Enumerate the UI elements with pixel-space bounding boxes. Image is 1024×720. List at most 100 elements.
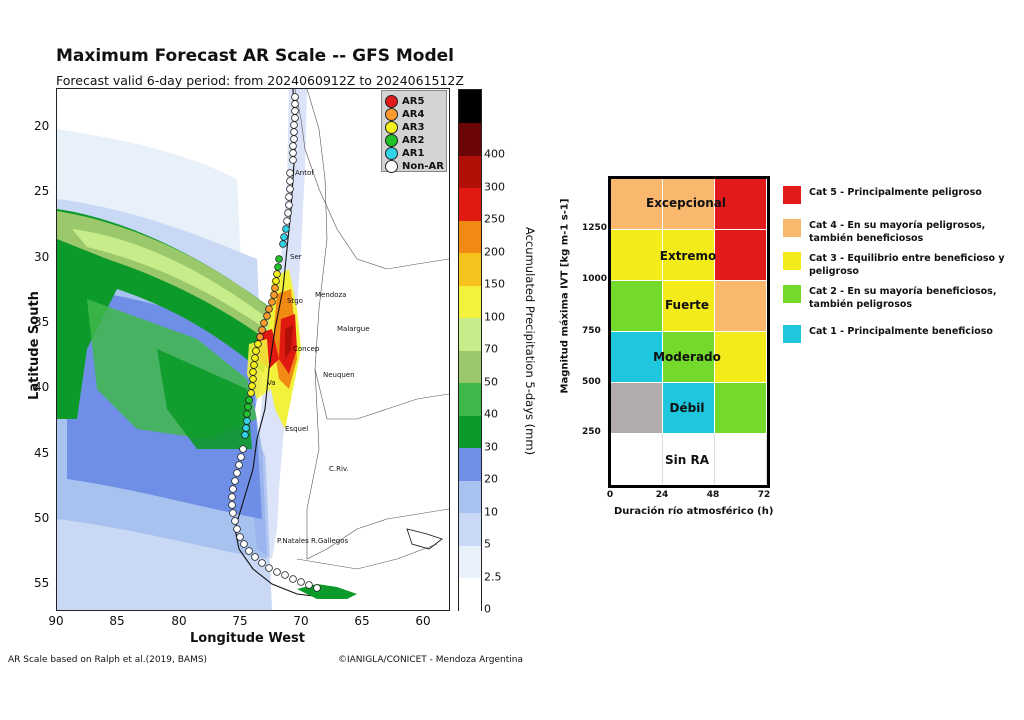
colorbar-tick-label: 70 [484, 342, 498, 356]
ar-track-point [250, 361, 258, 369]
ar-risk-matrix [608, 176, 770, 488]
ar-track-point [297, 578, 305, 586]
lon-tick: 85 [109, 614, 125, 628]
cat1-legend-item: Cat 1 - Principalmente beneficioso [783, 325, 1024, 343]
map-canvas [57, 89, 449, 610]
colorbar-title: Accumulated Precipitation 5-days (mm) [523, 227, 537, 456]
ar-track-point [254, 340, 262, 348]
ar-track-point [249, 375, 257, 383]
colorbar-segment [459, 187, 481, 221]
city-label: Ser [290, 253, 302, 261]
colorbar-tick-label: 40 [484, 407, 498, 421]
ar-track-point [289, 575, 297, 583]
ar-track-point [263, 312, 271, 320]
ar-track-point [245, 547, 253, 555]
ar-track-point [290, 121, 298, 129]
ar-track-point [268, 298, 276, 306]
ar-track-point [239, 445, 247, 453]
colorbar-tick-label: 300 [484, 180, 505, 193]
category-label: Sin RA [664, 453, 710, 467]
ar-track-point [280, 233, 288, 241]
lon-tick: 65 [354, 614, 370, 628]
lat-tick: 35 [34, 315, 50, 329]
ar-track-point [285, 193, 293, 201]
ar-track-point [245, 396, 253, 404]
colorbar-tick-label: 150 [484, 277, 505, 291]
ar-track-point [248, 382, 256, 390]
city-label: Concep [293, 345, 320, 353]
ar-track-point [281, 571, 289, 579]
category-label: Extremo [659, 249, 717, 263]
colorbar-segment [459, 512, 481, 546]
ar-track-point [273, 270, 281, 278]
ivt-tick: 750 [582, 326, 601, 336]
matrix-cell [663, 383, 715, 434]
ar-track-point [265, 564, 273, 572]
city-label: R.Gallegos [311, 537, 349, 545]
colorbar-segment [459, 220, 481, 253]
colorbar-segment [459, 350, 481, 383]
matrix-cell [663, 281, 715, 332]
ar-track-point [265, 305, 273, 313]
matrix-cell [715, 383, 767, 434]
colorbar-segment [459, 90, 481, 123]
city-label: C.Riv. [329, 465, 349, 473]
ar-track-point [273, 568, 281, 576]
colorbar-tick-label: 5 [484, 537, 491, 551]
ar-track-point [272, 277, 280, 285]
ar4-dot-icon [385, 107, 398, 121]
colorbar-segment [459, 480, 481, 513]
lat-tick: 50 [34, 511, 50, 525]
ar-track-point [256, 333, 264, 341]
ar-track-point [236, 533, 244, 541]
ar-track-point [229, 485, 237, 493]
ar-track-point [289, 156, 297, 164]
cat5-legend-item: Cat 5 - Principalmente peligroso [783, 186, 1024, 204]
colorbar-segment [459, 155, 481, 188]
ar-track-point [305, 581, 313, 589]
cat3-legend-item: Cat 3 - Equilibrio entre beneficioso y p… [783, 252, 1024, 278]
matrix-y-title: Magnitud máxima IVT [kg m-1 s-1] [559, 198, 571, 394]
matrix-cell [663, 332, 715, 383]
ar-track-point [231, 517, 239, 525]
matrix-cell [715, 281, 767, 332]
ar-track-point [243, 410, 251, 418]
ar-track-point [244, 403, 252, 411]
ar-track [228, 93, 321, 592]
ivt-tick: 1000 [582, 274, 608, 284]
ar-track-point [283, 217, 291, 225]
lat-tick: 25 [34, 184, 50, 198]
city-label: Esquel [285, 425, 309, 433]
lat-tick: 55 [34, 576, 50, 590]
matrix-cell [611, 434, 663, 485]
duration-tick: 72 [757, 490, 771, 500]
matrix-x-title: Duración río atmosférico (h) [614, 506, 774, 517]
legend-item: AR4 [385, 107, 424, 121]
colorbar-tick-label: 250 [484, 212, 505, 226]
lat-tick: 30 [34, 250, 50, 264]
ar-track-point [228, 493, 236, 501]
category-label: Débil [669, 401, 705, 415]
category-label: Excepcional [645, 196, 727, 210]
cat2-legend-item: Cat 2 - En su mayoría beneficiosos, tamb… [783, 285, 1024, 311]
lat-tick: 45 [34, 446, 50, 460]
ar-track-point [290, 128, 298, 136]
ar-track-point [241, 431, 249, 439]
ar-track-point [243, 417, 251, 425]
ar-track-point [251, 553, 259, 561]
ar-track-point [233, 469, 241, 477]
lat-tick: 20 [34, 119, 50, 133]
ar-track-point [291, 107, 299, 115]
map-title: Maximum Forecast AR Scale -- GFS Model [56, 46, 454, 66]
lat-tick: 40 [34, 380, 50, 394]
matrix-cell [611, 332, 663, 383]
colorbar-tick-label: 10 [484, 505, 498, 518]
ar-track-point [285, 201, 293, 209]
colorbar-segment [459, 382, 481, 416]
ar-track-point [237, 453, 245, 461]
legend-item: Non-AR [385, 159, 444, 173]
ar-track-point [289, 142, 297, 150]
duration-tick: 0 [606, 490, 614, 500]
lon-tick: 70 [293, 614, 309, 628]
ar-track-point [258, 559, 266, 567]
